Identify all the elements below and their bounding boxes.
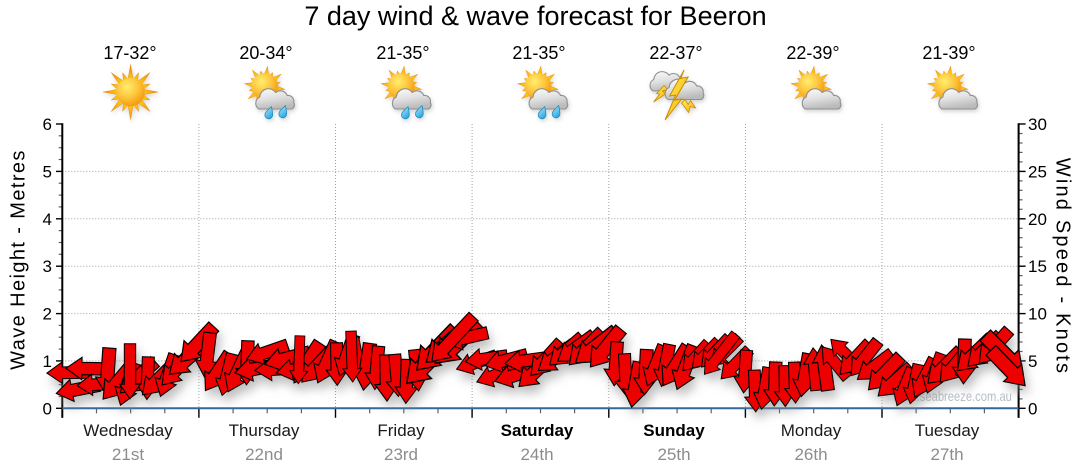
svg-text:5: 5 bbox=[43, 162, 52, 181]
svg-text:25: 25 bbox=[1028, 162, 1047, 181]
svg-text:3: 3 bbox=[43, 257, 52, 276]
svg-text:10: 10 bbox=[1028, 305, 1047, 324]
svg-text:6: 6 bbox=[43, 115, 52, 134]
svg-text:0: 0 bbox=[1028, 399, 1037, 418]
svg-text:2: 2 bbox=[43, 305, 52, 324]
svg-text:0: 0 bbox=[43, 399, 52, 418]
svg-text:1: 1 bbox=[43, 352, 52, 371]
svg-text:30: 30 bbox=[1028, 115, 1047, 134]
svg-text:5: 5 bbox=[1028, 352, 1037, 371]
svg-text:15: 15 bbox=[1028, 257, 1047, 276]
svg-text:20: 20 bbox=[1028, 210, 1047, 229]
svg-text:4: 4 bbox=[43, 210, 52, 229]
